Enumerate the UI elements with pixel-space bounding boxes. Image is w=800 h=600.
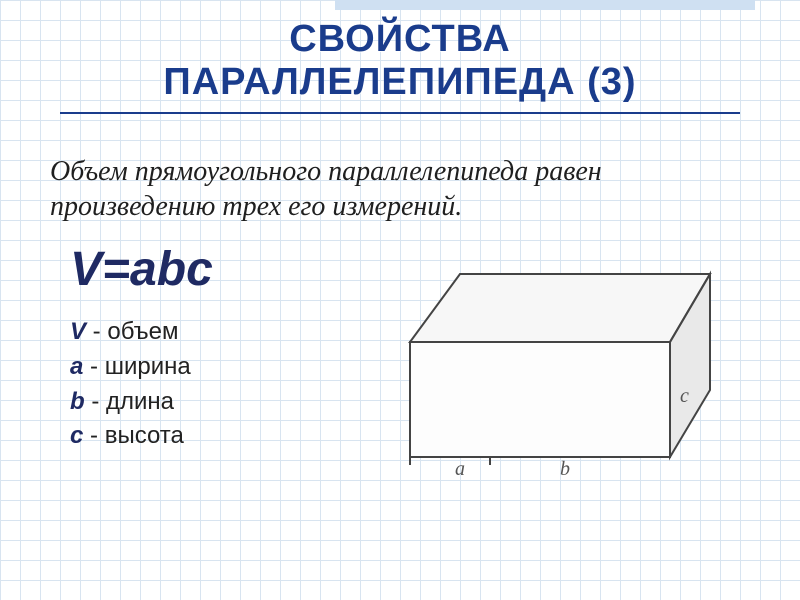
legend: V - объем a - ширина b - длина c - высот… [70,315,370,454]
title-underline [60,112,740,114]
legend-row-c: c - высота [70,419,370,454]
slide: СВОЙСТВА ПАРАЛЛЕЛЕПИПЕДА (3) Объем прямо… [0,0,800,600]
parallelepiped-figure: a b c [370,242,750,492]
parallelepiped-svg: a b c [390,262,750,492]
top-face [410,274,710,342]
legend-text-a: - ширина [83,353,190,380]
label-c: c [680,385,689,407]
front-face [410,342,670,457]
legend-row-v: V - объем [70,315,370,350]
title-line-1: СВОЙСТВА [289,18,511,61]
subtitle-text: Объем прямоугольного параллелепипеда рав… [50,154,750,224]
legend-row-b: b - длина [70,385,370,420]
title-block: СВОЙСТВА ПАРАЛЛЕЛЕПИПЕДА (3) [0,0,800,114]
legend-sym-b: b [70,388,85,415]
volume-formula: V=abc [70,242,370,297]
content-row: V=abc V - объем a - ширина b - длина c -… [70,242,750,492]
legend-sym-c: c [70,422,83,449]
legend-text-b: - длина [85,388,174,415]
label-b: b [560,458,570,480]
legend-text-c: - высота [83,422,184,449]
legend-sym-a: a [70,353,83,380]
label-a: a [455,458,465,480]
legend-row-a: a - ширина [70,350,370,385]
title-line-2: ПАРАЛЛЕЛЕПИПЕДА (3) [163,61,636,104]
formula-column: V=abc V - объем a - ширина b - длина c -… [70,242,370,454]
decorative-strip [335,0,755,10]
legend-text-v: - объем [86,318,178,345]
legend-sym-v: V [70,318,86,345]
